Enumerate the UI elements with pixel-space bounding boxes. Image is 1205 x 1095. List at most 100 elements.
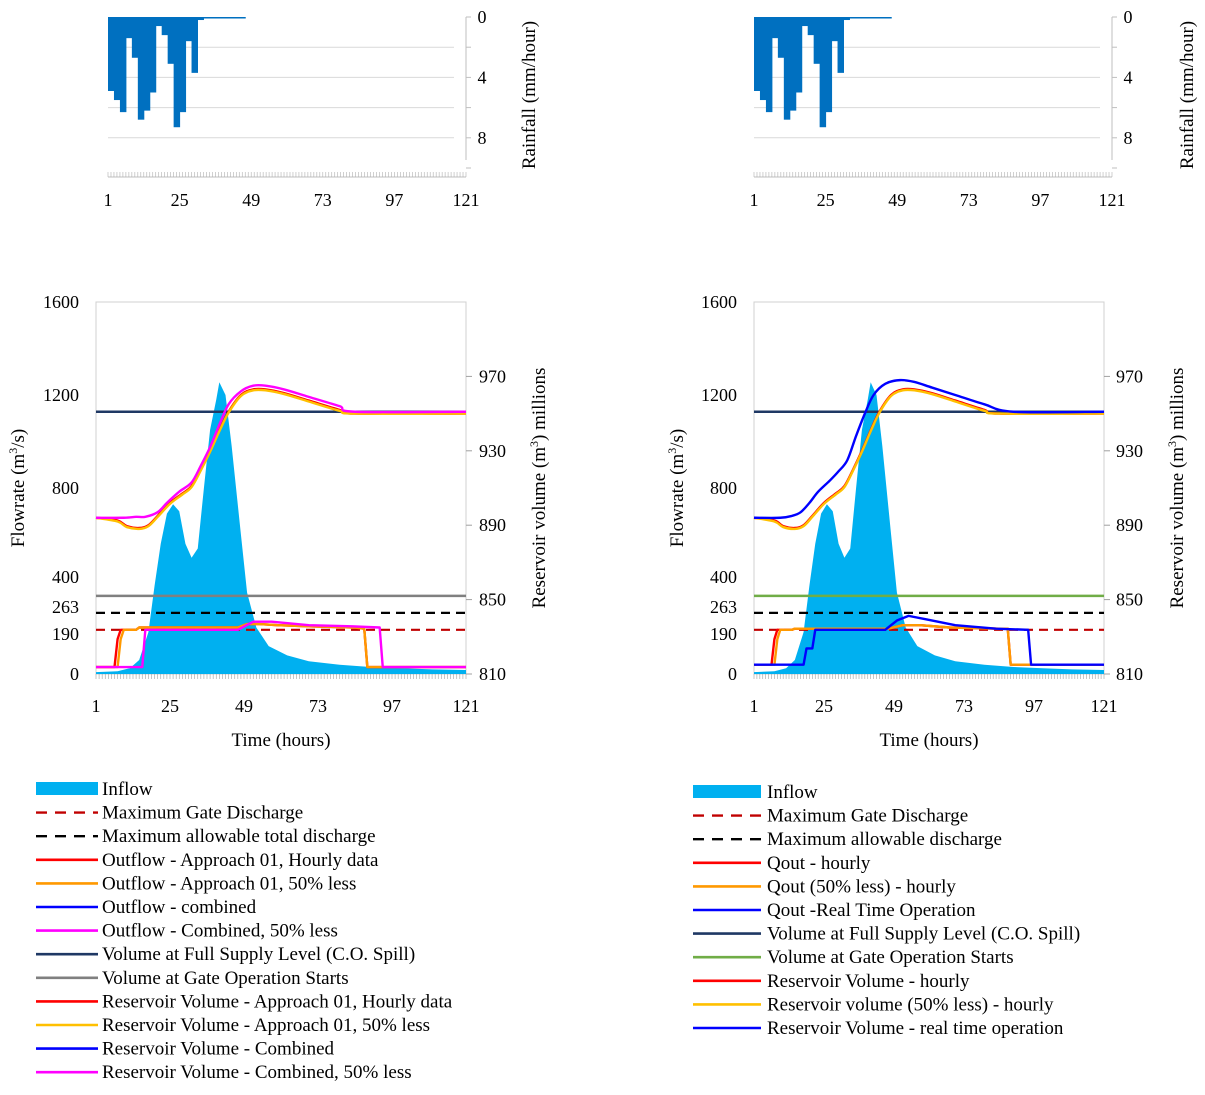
y2-tick-label: 850 [479, 590, 506, 610]
rain-bar [119, 17, 127, 113]
rain-bar [849, 17, 856, 19]
series-qout-real-time-operation [754, 614, 1104, 666]
rainfall-panel-left: 0 4 8 1 25 49 73 97 121 Rainfall (mm/hour) [104, 7, 541, 210]
rain-bar [137, 17, 145, 120]
rain-bar [233, 17, 240, 19]
legend-label: Maximum allowable total discharge [102, 826, 376, 847]
rain-y-tick-label: 0 [1124, 7, 1133, 27]
series-inflow [754, 382, 1104, 674]
y2-tick-label: 970 [479, 366, 506, 386]
x-tick-label: 121 [1091, 696, 1118, 716]
y-axis-title-sup: 3 [665, 448, 679, 454]
y2-axis-title-part: ) millions [1167, 368, 1188, 441]
legend-label: Outflow - combined [102, 897, 257, 918]
x-tick-label: 121 [453, 696, 480, 716]
rain-bar [795, 17, 803, 93]
x-tick-label: 73 [309, 696, 327, 716]
y-tick-label: 1600 [701, 292, 737, 312]
rain-x-tick-label: 49 [888, 190, 906, 210]
y-axis-title-part: Flowrate (m [8, 454, 29, 548]
rain-y-axis-title: Rainfall (mm/hour) [1177, 21, 1198, 169]
rain-x-tick-label: 25 [817, 190, 835, 210]
series-reservoir-volume-real-time-operation [753, 378, 1105, 520]
flow-panel-right: 1 25 49 73 97 121 Time (hours) 0 190 263 400 800 120… [665, 292, 1188, 751]
rain-y-tick-label: 4 [478, 67, 487, 87]
x-tick-label: 73 [955, 696, 973, 716]
x-tick-label: 1 [750, 696, 759, 716]
rain-bar [777, 17, 785, 58]
rainfall-panel-right: 0 4 8 1 25 49 73 97 121 Rainfall (mm/hour) [750, 7, 1199, 210]
legend-label: Reservoir Volume - Combined [102, 1039, 335, 1060]
flow-panel-left: 1 25 49 73 97 121 Time (hours) 0 190 263 400 800 120… [6, 292, 550, 751]
rain-bar [161, 17, 169, 36]
y2-axis-title-part: Reservoir volume (m [1167, 447, 1188, 609]
x-axis-title: Time (hours) [231, 730, 330, 751]
rain-bar [113, 17, 121, 101]
rain-bar [143, 17, 151, 111]
rain-bar [108, 17, 115, 91]
series-reservoir-volume-approach-01-hourly-data [95, 387, 467, 530]
rain-bar [765, 17, 773, 113]
rain-x-tick-label: 121 [1099, 190, 1126, 210]
rain-y-axis-title: Rainfall (mm/hour) [519, 21, 540, 169]
y-tick-label: 800 [710, 478, 737, 498]
legend-swatch [693, 785, 761, 798]
rain-x-tick-label: 97 [385, 190, 403, 210]
rain-bar [759, 17, 767, 101]
y2-tick-label: 930 [479, 441, 506, 461]
y-tick-label: 400 [710, 567, 737, 587]
rain-bar [149, 17, 157, 93]
y-axis-title-part: /s) [667, 429, 688, 448]
rain-bar [837, 17, 844, 73]
rain-bar [239, 17, 246, 19]
rain-y-tick-label: 8 [1124, 128, 1133, 148]
rain-bar [867, 17, 874, 19]
legend-label: Qout (50% less) - hourly [767, 876, 956, 897]
y-axis-title: Flowrate (m3/s) [6, 429, 29, 547]
y2-tick-label: 810 [1116, 664, 1143, 684]
rain-x-tick-label: 73 [314, 190, 332, 210]
rain-bar [873, 17, 880, 19]
rain-bar [843, 17, 850, 21]
rain-bar [173, 17, 181, 128]
rain-bar [771, 17, 779, 39]
legend-label: Inflow [102, 779, 153, 800]
x-axis-title: Time (hours) [879, 730, 978, 751]
rain-bar [185, 17, 193, 42]
legend-label: Reservoir Volume - Approach 01, Hourly d… [102, 991, 453, 1012]
legend-label: Qout -Real Time Operation [767, 900, 976, 921]
y-axis-title-part: /s) [8, 429, 29, 448]
y-axis-title: Flowrate (m3/s) [665, 429, 688, 547]
y2-axis-title-sup: 3 [1165, 441, 1179, 447]
x-tick-label: 49 [885, 696, 903, 716]
rain-bar [203, 17, 210, 19]
rain-bar [801, 17, 809, 27]
y2-axis-title-sup: 3 [527, 441, 541, 447]
y2-axis-title: Reservoir volume (m3) millions [527, 368, 550, 609]
legend-label: Maximum Gate Discharge [767, 806, 968, 827]
series-outflow-combined-50-less [96, 620, 466, 669]
y-tick-label: 190 [52, 624, 79, 644]
x-tick-label: 97 [383, 696, 401, 716]
legend-label: Reservoir volume (50% less) - hourly [767, 994, 1054, 1015]
legend-label: Reservoir Volume - real time operation [767, 1018, 1064, 1039]
rain-y-tick-label: 8 [478, 128, 487, 148]
rain-bar [813, 17, 821, 64]
rain-y-tick-label: 0 [478, 7, 487, 27]
rain-bar [783, 17, 791, 120]
rain-bar [754, 17, 761, 91]
rain-bar [855, 17, 862, 19]
rain-bar [819, 17, 827, 128]
rain-bar [789, 17, 797, 111]
rain-bar [131, 17, 139, 58]
y-tick-label: 190 [710, 624, 737, 644]
legend-label: Qout - hourly [767, 853, 871, 874]
legend-label: Volume at Full Supply Level (C.O. Spill) [767, 924, 1080, 945]
y-tick-label: 0 [728, 664, 737, 684]
rain-bar [807, 17, 815, 36]
x-tick-label: 25 [815, 696, 833, 716]
rain-bar [167, 17, 175, 64]
rain-x-tick-label: 1 [750, 190, 759, 210]
